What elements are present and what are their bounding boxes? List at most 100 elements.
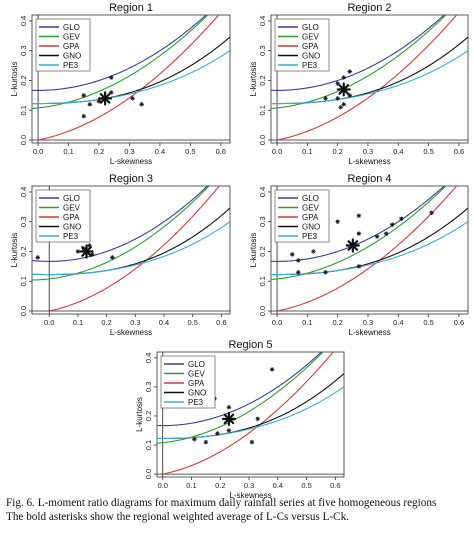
- legend-label-gpa: GPA: [188, 379, 205, 388]
- x-axis-label: L-skewness: [229, 491, 271, 500]
- legend-label-glo: GLO: [302, 23, 319, 32]
- curve-pe3: [32, 221, 230, 276]
- legend-label-glo: GLO: [302, 194, 319, 203]
- y-tick-label: 0.1: [258, 105, 267, 115]
- x-tick-label: 0.4: [159, 318, 169, 327]
- site-point: [341, 75, 347, 80]
- legend-label-gpa: GPA: [63, 42, 80, 51]
- regional-average-marker: [98, 91, 113, 106]
- chart-panel-5: Region 5 0.0 0.1 0.2 0.3 0.4 0.5 0.6 0.0 0.1 0.2 0.…: [135, 339, 345, 500]
- legend-label-pe3: PE3: [63, 232, 79, 241]
- site-point: [81, 113, 87, 119]
- x-axis-label: L-skewness: [348, 328, 390, 337]
- y-tick-label: 0.2: [19, 246, 28, 256]
- site-point: [311, 249, 316, 254]
- site-point: [429, 210, 435, 216]
- legend-label-gev: GEV: [63, 33, 81, 42]
- y-tick-label: 0.0: [19, 306, 28, 316]
- legend-label-gev: GEV: [302, 204, 320, 213]
- y-tick-label: 0.1: [19, 276, 28, 286]
- y-axis-label: L-kurtosis: [10, 62, 19, 97]
- x-tick-label: 0.1: [302, 318, 312, 327]
- site-point: [269, 367, 275, 372]
- regional-average-marker: [79, 244, 94, 259]
- figure-caption: Fig. 6. L-moment ratio diagrams for maxi…: [6, 496, 472, 524]
- x-tick-label: 0.0: [272, 147, 282, 156]
- legend-label-gev: GEV: [188, 370, 206, 379]
- site-point: [295, 258, 301, 263]
- x-tick-label: 0.4: [393, 318, 403, 327]
- site-point: [341, 101, 347, 107]
- site-point: [75, 249, 81, 254]
- x-tick-label: 0.5: [185, 147, 195, 156]
- site-point: [356, 263, 362, 269]
- legend-label-gno: GNO: [63, 223, 81, 232]
- plot-frame: [270, 185, 469, 315]
- y-tick-label: 0.1: [144, 440, 153, 450]
- y-tick-label: 0.4: [258, 16, 267, 26]
- y-tick-label: 0.3: [19, 217, 28, 227]
- plot-area: [271, 186, 468, 314]
- legend-label-pe3: PE3: [188, 398, 204, 407]
- y-tick-label: 0.2: [144, 411, 153, 421]
- site-point: [108, 75, 114, 80]
- y-tick-label: 0.0: [258, 306, 267, 316]
- x-tick-label: 0.1: [63, 147, 73, 156]
- x-tick-label: 0.3: [244, 481, 254, 490]
- x-tick-label: 0.6: [216, 147, 226, 156]
- chart-panel-4: Region 4 0.0 0.1 0.2 0.3 0.4 0.5 0.6 0.0 0.1 0.2 0.…: [249, 173, 469, 337]
- curve-gpa: [37, 15, 220, 141]
- plot-frame: [31, 14, 231, 144]
- y-tick-label: 0.2: [258, 75, 267, 85]
- chart-title: Region 1: [109, 2, 153, 14]
- site-point: [347, 69, 353, 74]
- chart-title: Region 3: [109, 173, 153, 185]
- site-point: [323, 95, 328, 101]
- y-tick-label: 0.2: [19, 75, 28, 85]
- curve-glo: [271, 186, 445, 262]
- y-tick-label: 0.4: [19, 187, 28, 197]
- plot-area: [32, 186, 230, 314]
- site-point: [81, 92, 87, 98]
- curve-pe3: [157, 386, 344, 440]
- y-tick-label: 0.4: [258, 187, 267, 197]
- curve-pe3: [271, 221, 468, 276]
- curve-glo: [32, 15, 207, 91]
- curve-pe3: [271, 50, 468, 105]
- site-point: [295, 269, 301, 275]
- site-point: [249, 439, 255, 445]
- y-tick-label: 0.3: [19, 46, 28, 56]
- chart-title: Region 5: [228, 339, 272, 351]
- caption-line-1: Fig. 6. L-moment ratio diagrams for maxi…: [6, 497, 437, 509]
- site-point: [203, 439, 209, 445]
- x-tick-label: 0.1: [73, 318, 83, 327]
- x-axis-label: L-skewness: [110, 328, 152, 337]
- legend-label-pe3: PE3: [302, 61, 318, 70]
- x-tick-label: 0.6: [454, 147, 464, 156]
- plot-frame: [156, 351, 345, 478]
- site-point: [108, 89, 114, 95]
- site-point: [35, 255, 41, 260]
- x-tick-label: 0.3: [124, 147, 134, 156]
- site-point: [109, 255, 115, 260]
- x-axis-label: L-skewness: [110, 157, 152, 166]
- site-point: [374, 234, 380, 240]
- site-point: [139, 101, 145, 107]
- y-tick-label: 0.3: [258, 46, 267, 56]
- y-axis-label: L-kurtosis: [135, 397, 144, 432]
- legend-label-gpa: GPA: [63, 213, 80, 222]
- regional-average-marker: [336, 82, 351, 97]
- x-tick-label: 0.0: [44, 318, 54, 327]
- x-tick-label: 0.0: [33, 147, 43, 156]
- legend-label-gev: GEV: [302, 33, 320, 42]
- x-tick-label: 0.2: [101, 318, 111, 327]
- y-tick-label: 0.1: [258, 276, 267, 286]
- regional-average-marker: [221, 411, 237, 426]
- site-point: [289, 252, 295, 257]
